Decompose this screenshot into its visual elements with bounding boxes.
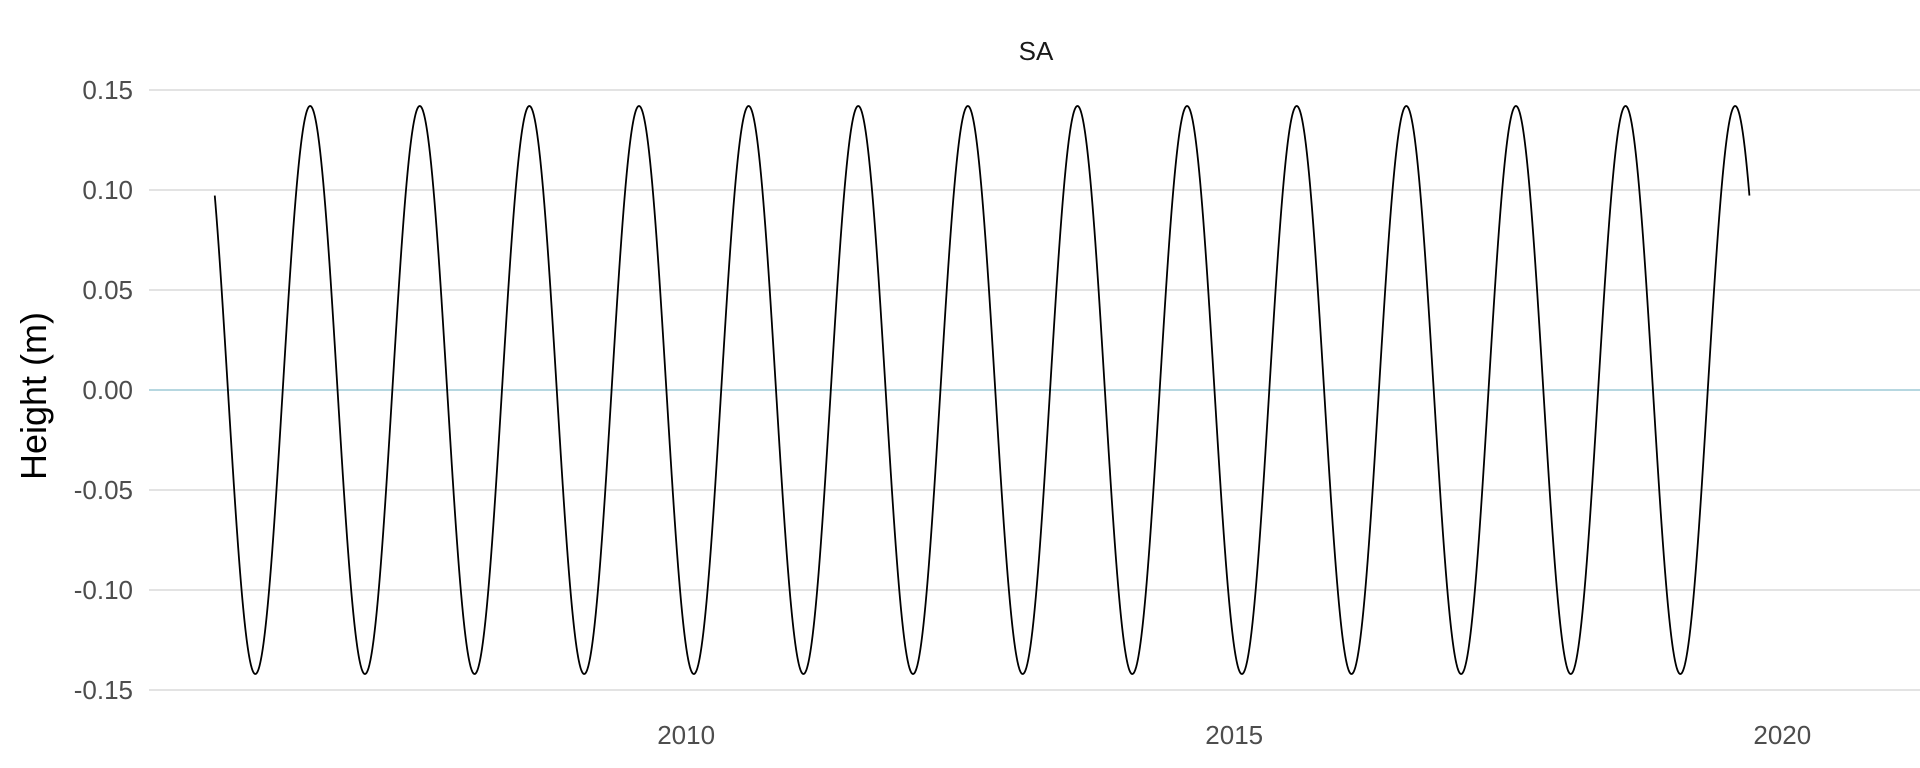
x-tick-label-2: 2020 bbox=[1753, 720, 1811, 750]
grid-lines bbox=[149, 89, 1920, 691]
y-tick-label-4: 0.05 bbox=[82, 275, 133, 305]
y-tick-label-5: 0.10 bbox=[82, 175, 133, 205]
series-layer bbox=[213, 105, 1751, 675]
x-tick-label-0: 2010 bbox=[657, 720, 715, 750]
series-line-0 bbox=[213, 105, 1751, 675]
x-axis-tick-labels: 2010 2015 2020 bbox=[657, 720, 1811, 750]
y-tick-label-0: -0.15 bbox=[74, 675, 133, 705]
y-tick-label-1: -0.10 bbox=[74, 575, 133, 605]
y-tick-label-2: -0.05 bbox=[74, 475, 133, 505]
chart-title: SA bbox=[1019, 36, 1054, 66]
x-tick-label-1: 2015 bbox=[1205, 720, 1263, 750]
y-axis-tick-labels: -0.15 -0.10 -0.05 0.00 0.05 0.10 0.15 bbox=[74, 75, 133, 705]
y-tick-label-6: 0.15 bbox=[82, 75, 133, 105]
y-axis-title: Height (m) bbox=[13, 312, 54, 480]
y-tick-label-3: 0.00 bbox=[82, 375, 133, 405]
